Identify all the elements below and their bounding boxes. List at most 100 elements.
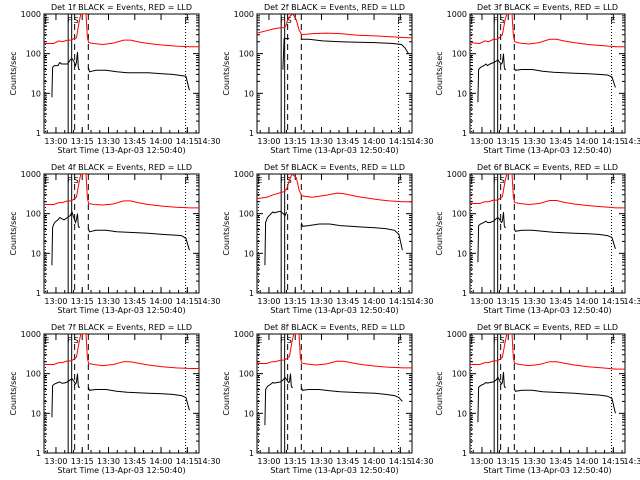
plot-frame: [256, 333, 413, 454]
y-axis-label: Counts/sec: [9, 211, 18, 255]
x-tick-label: 13:15: [284, 297, 307, 306]
y-tick-label: 10: [457, 409, 467, 418]
x-tick-label: 14:30: [197, 457, 220, 466]
x-tick-label: 14:00: [363, 457, 386, 466]
y-tick-label: 100: [239, 210, 254, 219]
marker-label: S: [74, 336, 79, 345]
y-tick-label: 100: [26, 370, 41, 379]
x-tick-label: 13:15: [497, 297, 520, 306]
y-tick-label: 1: [462, 129, 467, 138]
x-tick-label: 13:00: [44, 137, 67, 146]
x-tick-label: 13:30: [97, 457, 120, 466]
y-tick-label: 1: [36, 449, 41, 458]
x-tick-label: 13:45: [123, 297, 146, 306]
x-tick-label: 13:30: [310, 137, 333, 146]
chart-title: Det 8f BLACK = Events, RED = LLD: [264, 323, 405, 332]
x-tick-label: 13:45: [549, 137, 572, 146]
series-line-lld: [44, 174, 199, 209]
chart-panel-det6: Det 6f BLACK = Events, RED = LLD 1 10 100 10…: [435, 163, 640, 315]
x-tick-label: 14:00: [576, 137, 599, 146]
x-axis-label: Start Time (13-Apr-03 12:50:40): [483, 146, 611, 155]
marker-label: E: [185, 176, 190, 185]
y-tick-label: 1: [36, 129, 41, 138]
x-axis-label: Start Time (13-Apr-03 12:50:40): [57, 146, 185, 155]
marker-label: E: [611, 16, 616, 25]
chart-panel-det8: Det 8f BLACK = Events, RED = LLD 1 10 100 10…: [222, 323, 434, 475]
y-tick-label: 1000: [234, 10, 254, 19]
series-line-events: [264, 373, 403, 426]
x-tick-label: 14:15: [389, 297, 412, 306]
y-tick-label: 100: [239, 370, 254, 379]
series-line-events: [51, 51, 190, 98]
chart-title: Det 5f BLACK = Events, RED = LLD: [264, 163, 405, 172]
marker-label: S: [287, 336, 292, 345]
x-tick-label: 13:45: [336, 137, 359, 146]
x-tick-label: 13:45: [549, 297, 572, 306]
series-line-lld: [257, 174, 412, 203]
y-tick-label: 10: [244, 409, 254, 418]
y-axis-label: Counts/sec: [9, 51, 18, 95]
marker-label: F: [493, 336, 498, 345]
series-line-lld: [257, 14, 412, 39]
plot-frame: [469, 13, 626, 134]
x-tick-label: 14:30: [410, 457, 433, 466]
x-tick-label: 13:00: [470, 297, 493, 306]
y-tick-label: 1: [462, 449, 467, 458]
x-tick-label: 13:15: [71, 137, 94, 146]
x-tick-label: 13:15: [71, 297, 94, 306]
marker-label: E: [257, 176, 262, 185]
chart-title: Det 3f BLACK = Events, RED = LLD: [477, 3, 618, 12]
marker-label: E: [44, 176, 49, 185]
marker-label: F: [493, 16, 498, 25]
x-tick-label: 13:45: [123, 457, 146, 466]
plot-frame: [469, 173, 626, 294]
y-tick-label: 100: [452, 370, 467, 379]
x-tick-label: 14:00: [576, 297, 599, 306]
chart-panel-det9: Det 9f BLACK = Events, RED = LLD 1 10 100 10…: [435, 323, 640, 475]
marker-label: E: [185, 336, 190, 345]
marker-label: F: [280, 16, 285, 25]
x-axis-label: Start Time (13-Apr-03 12:50:40): [57, 466, 185, 475]
x-axis-label: Start Time (13-Apr-03 12:50:40): [270, 146, 398, 155]
y-tick-label: 10: [31, 89, 41, 98]
y-axis-label: Counts/sec: [222, 371, 231, 415]
x-tick-label: 14:15: [602, 297, 625, 306]
series-line-lld: [257, 334, 412, 369]
x-tick-label: 14:15: [176, 457, 199, 466]
y-axis-label: Counts/sec: [435, 211, 444, 255]
plot-frame: [43, 333, 200, 454]
series-line-events: [477, 53, 616, 103]
plot-frame: [43, 13, 200, 134]
x-tick-label: 13:30: [97, 297, 120, 306]
y-tick-label: 10: [31, 249, 41, 258]
marker-label: E: [611, 336, 616, 345]
x-tick-label: 13:00: [257, 457, 280, 466]
x-tick-label: 13:15: [497, 137, 520, 146]
series-line-lld: [470, 174, 625, 209]
y-tick-label: 1: [462, 289, 467, 298]
chart-title: Det 7f BLACK = Events, RED = LLD: [51, 323, 192, 332]
marker-label: S: [500, 16, 505, 25]
marker-label: F: [67, 336, 72, 345]
marker-label: E: [470, 16, 475, 25]
x-axis-label: Start Time (13-Apr-03 12:50:40): [57, 306, 185, 315]
chart-panel-det3: Det 3f BLACK = Events, RED = LLD 1 10 100 10…: [435, 3, 640, 155]
y-axis-label: Counts/sec: [435, 51, 444, 95]
x-axis-label: Start Time (13-Apr-03 12:50:40): [270, 466, 398, 475]
x-tick-label: 14:15: [176, 137, 199, 146]
x-tick-label: 13:30: [523, 297, 546, 306]
chart-title: Det 2f BLACK = Events, RED = LLD: [264, 3, 405, 12]
x-tick-label: 13:30: [97, 137, 120, 146]
chart-title: Det 9f BLACK = Events, RED = LLD: [477, 323, 618, 332]
y-axis-label: Counts/sec: [222, 211, 231, 255]
plot-frame: [43, 173, 200, 294]
marker-label: E: [44, 16, 49, 25]
series-line-events: [51, 210, 190, 266]
y-tick-label: 100: [26, 210, 41, 219]
marker-label: F: [493, 176, 498, 185]
marker-label: E: [257, 336, 262, 345]
plot-frame: [469, 333, 626, 454]
marker-label: S: [500, 176, 505, 185]
y-tick-label: 1000: [234, 170, 254, 179]
y-tick-label: 1: [36, 289, 41, 298]
